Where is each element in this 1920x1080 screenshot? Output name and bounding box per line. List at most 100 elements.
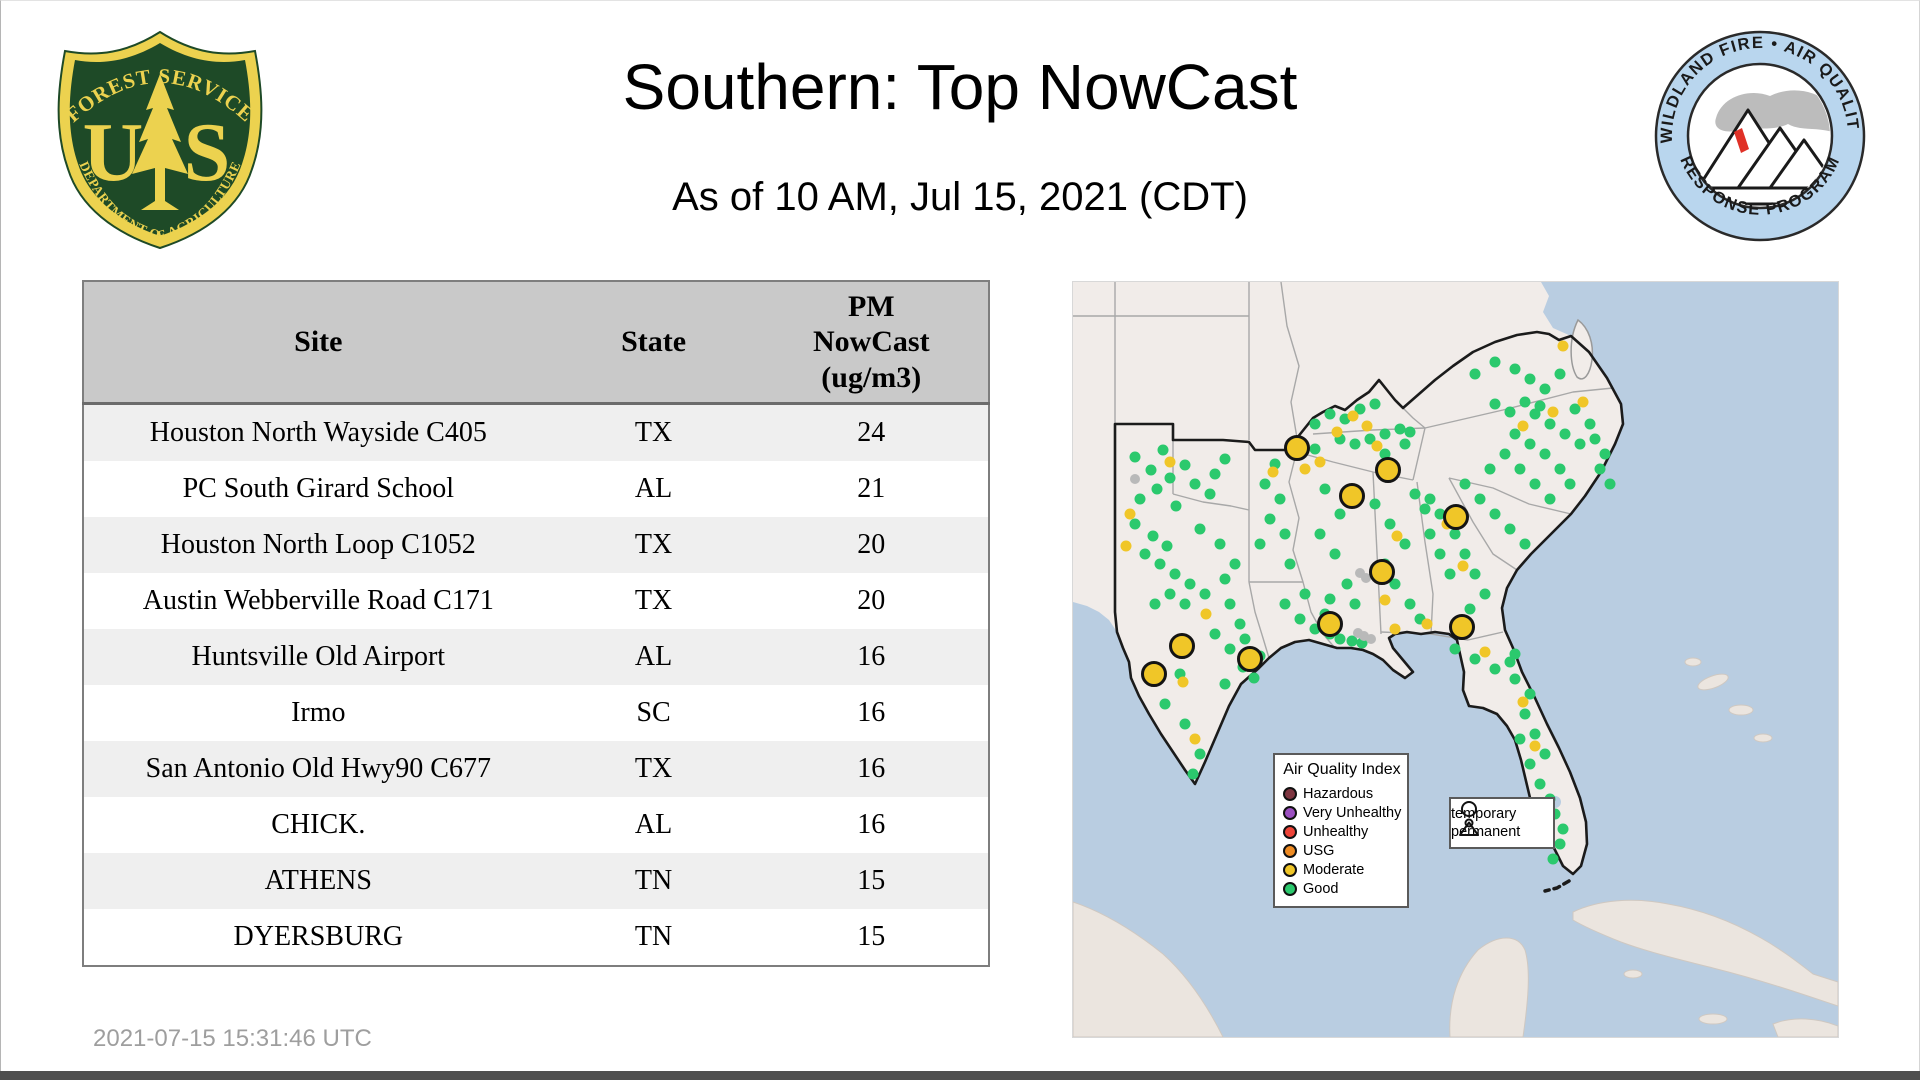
monitor-moderate: [1557, 340, 1569, 352]
monitor-good: [1389, 578, 1401, 590]
table-row: Irmo SC 16: [83, 685, 989, 741]
table-row: Huntsville Old Airport AL 16: [83, 629, 989, 685]
monitor-good: [1209, 628, 1221, 640]
monitor-good: [1164, 472, 1176, 484]
monitor-good: [1499, 448, 1511, 460]
monitor-good: [1145, 464, 1157, 476]
monitor-moderate-temporary: [1141, 661, 1167, 687]
monitor-moderate: [1379, 594, 1391, 606]
monitor-good: [1474, 493, 1486, 505]
cell-site: Houston North Wayside C405: [83, 403, 553, 461]
monitor-good: [1514, 463, 1526, 475]
cell-value: 16: [857, 809, 886, 840]
aqi-legend-label: Moderate: [1303, 861, 1365, 878]
aqi-legend-label: Unhealthy: [1303, 823, 1369, 840]
cell-value: 15: [754, 853, 989, 909]
map-canvas: [1073, 282, 1838, 1037]
table-row: CHICK. AL 16: [83, 797, 989, 853]
monitor-good: [1194, 523, 1206, 535]
monitor-moderate: [1124, 508, 1136, 520]
cell-value: 16: [754, 629, 989, 685]
monitor-good: [1519, 708, 1531, 720]
generated-timestamp: 2021-07-15 15:31:46 UTC: [93, 1025, 372, 1052]
cell-value: 21: [857, 473, 886, 504]
monitor-good: [1324, 408, 1336, 420]
monitor-good: [1299, 588, 1311, 600]
monitor-good: [1379, 428, 1391, 440]
monitor-good: [1514, 733, 1526, 745]
monitor-moderate-temporary: [1284, 435, 1310, 461]
monitor-good: [1319, 483, 1331, 495]
monitor-good: [1248, 672, 1260, 684]
monitor-good: [1524, 373, 1536, 385]
aqi-legend-label: Good: [1303, 880, 1339, 897]
cell-state: TX: [552, 517, 755, 573]
monitor-good: [1469, 653, 1481, 665]
monitor-good: [1484, 463, 1496, 475]
aqi-color-swatch: [1283, 824, 1297, 839]
monitor-good: [1394, 423, 1406, 435]
column-header-state: State: [552, 281, 755, 405]
monitor-good: [1449, 643, 1461, 655]
monitor-good: [1179, 598, 1191, 610]
nowcast-table: Site State PM NowCast (ug/m3) Houston No…: [82, 280, 990, 967]
monitor-good: [1554, 463, 1566, 475]
monitor-good: [1554, 368, 1566, 380]
monitor-good: [1279, 598, 1291, 610]
monitor-good: [1434, 548, 1446, 560]
monitor-moderate: [1164, 456, 1176, 468]
cell-site: PC South Girard School: [182, 473, 455, 504]
monitor-moderate-temporary: [1169, 633, 1195, 659]
cell-site: CHICK.: [271, 809, 366, 840]
monitor-good: [1179, 718, 1191, 730]
monitor-moderate: [1421, 618, 1433, 630]
monitor-good: [1399, 538, 1411, 550]
monitor-good: [1479, 588, 1491, 600]
monitor-good: [1469, 568, 1481, 580]
monitor-good: [1151, 483, 1163, 495]
monitor-good: [1534, 778, 1546, 790]
forest-service-shield-icon: FOREST SERVICE DEPARTMENT OF AGRICULTURE…: [57, 30, 263, 250]
monitor-good: [1384, 518, 1396, 530]
page-subtitle: As of 10 AM, Jul 15, 2021 (CDT): [672, 175, 1248, 219]
monitor-moderate: [1200, 608, 1212, 620]
monitor-good: [1557, 823, 1569, 835]
monitor-moderate: [1314, 456, 1326, 468]
monitor-good: [1459, 478, 1471, 490]
monitor-good: [1139, 548, 1151, 560]
monitor-good: [1161, 540, 1173, 552]
cell-value: 16: [857, 697, 886, 728]
fs-logo-letter-u: U: [83, 106, 144, 199]
monitor-good: [1584, 418, 1596, 430]
monitor-good: [1509, 363, 1521, 375]
monitor-good: [1547, 853, 1559, 865]
monitor-moderate: [1299, 463, 1311, 475]
cell-site: San Antonio Old Hwy90 C677: [83, 741, 553, 797]
monitor-good: [1409, 488, 1421, 500]
monitor-moderate: [1361, 420, 1373, 432]
aqi-legend-item: Good: [1283, 879, 1401, 898]
monitor-good: [1199, 588, 1211, 600]
aqi-legend-label: USG: [1303, 842, 1335, 859]
map-landmass: [1073, 282, 1623, 874]
marker-type-glyphs: [1459, 801, 1479, 836]
monitor-moderate: [1189, 733, 1201, 745]
aqi-color-swatch: [1283, 805, 1297, 820]
bottom-edge-bar: [0, 1071, 1920, 1080]
monitor-good: [1509, 428, 1521, 440]
cell-value: 24: [754, 403, 989, 461]
monitor-good: [1569, 403, 1581, 415]
aqi-color-swatch: [1283, 843, 1297, 858]
monitor-good: [1284, 558, 1296, 570]
monitor-good: [1184, 578, 1196, 590]
map-region-boundary: [1113, 330, 1625, 876]
monitor-good: [1419, 503, 1431, 515]
monitor-no-data: [1366, 634, 1376, 644]
monitor-good: [1314, 528, 1326, 540]
monitor-good: [1369, 398, 1381, 410]
monitor-good: [1489, 663, 1501, 675]
aqi-legend-item: Moderate: [1283, 860, 1401, 879]
aqi-legend-item: USG: [1283, 841, 1401, 860]
cell-site: ATHENS: [83, 853, 553, 909]
monitor-moderate: [1389, 623, 1401, 635]
